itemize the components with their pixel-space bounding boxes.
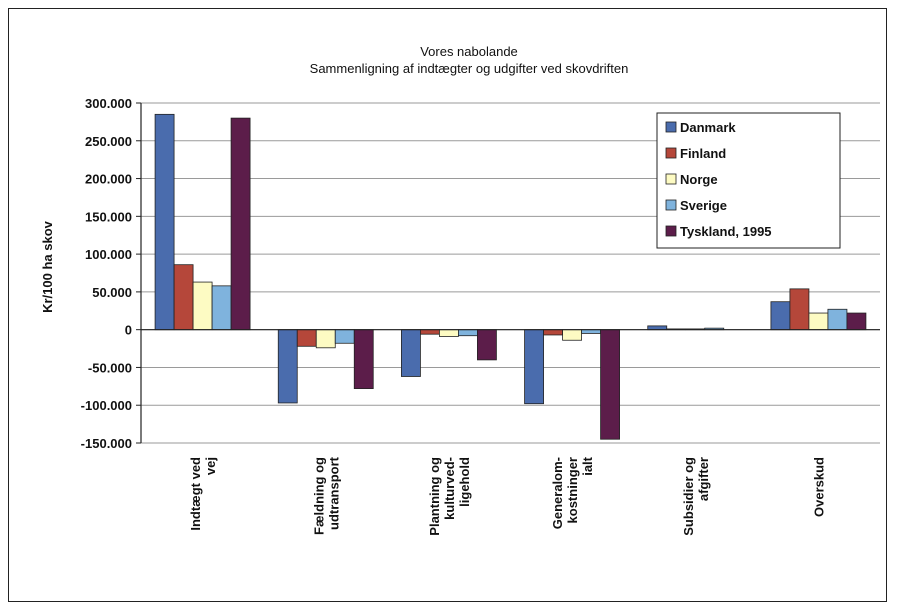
bar-norge [808, 312, 829, 331]
legend-label: Norge [680, 172, 718, 187]
y-tick-label: 300.000 [85, 96, 132, 111]
category-label-line: Plantning og [427, 457, 442, 536]
category-label: Subsidier og afgifter [681, 457, 711, 536]
chart-subtitle: Sammenligning af indtægter og udgifter v… [310, 61, 629, 76]
category-label: Generalom-kostninger ialt [550, 456, 595, 529]
y-tick-label: 150.000 [85, 209, 132, 224]
category-label-line: afgifter [696, 457, 711, 501]
axes [136, 102, 880, 444]
y-tick-label: 100.000 [85, 247, 132, 262]
legend: Danmark Finland Norge Sverige Tyskland, 1995 [656, 112, 841, 249]
legend-box [656, 112, 841, 249]
y-tick-label: 0 [125, 323, 132, 338]
bar-finland [543, 329, 563, 336]
legend-label: Danmark [680, 120, 736, 135]
y-tick-label: -50.000 [88, 360, 132, 375]
bar-sverige [211, 285, 232, 331]
category-label-line: ialt [580, 456, 595, 475]
y-tick-label: -100.000 [81, 398, 132, 413]
category-labels: Indtægt ved vej Fældning og udtransport Plan… [188, 456, 826, 535]
legend-swatch [665, 121, 677, 133]
bar-norge [439, 329, 459, 337]
category-label-line: Generalom- [550, 457, 565, 529]
category-label-line: Overskud [811, 457, 826, 517]
category-label-line: Indtægt ved [188, 457, 203, 531]
bar-finland [789, 288, 810, 331]
bar-tyskland-1995 [353, 329, 374, 389]
chart-frame [8, 8, 887, 602]
bar-sverige [458, 329, 478, 337]
bar-sverige [334, 329, 355, 344]
bar-danmark [524, 329, 544, 405]
bar-sverige [827, 308, 848, 331]
category-label-line: kostninger [565, 457, 580, 523]
legend-swatch [665, 173, 677, 185]
category-label-line: vej [203, 457, 218, 475]
legend-label: Tyskland, 1995 [680, 224, 772, 239]
legend-swatch [665, 147, 677, 159]
bar-finland [296, 329, 317, 347]
category-label: Indtægt ved vej [188, 457, 218, 531]
y-tick-label: 50.000 [92, 285, 132, 300]
category-label-line: ligehold [457, 457, 472, 507]
category-label: Fældning og udtransport [311, 456, 341, 535]
chart-title: Vores nabolande [420, 44, 518, 59]
y-tick-label: 250.000 [85, 134, 132, 149]
y-tick-label: -150.000 [81, 436, 132, 451]
legend-swatch [665, 225, 677, 237]
bar-danmark [154, 113, 175, 331]
legend-label: Sverige [680, 198, 727, 213]
bar-danmark [277, 329, 298, 404]
bar-tyskland-1995 [230, 117, 251, 331]
category-label-line: udtransport [326, 456, 341, 530]
category-label: Overskud [811, 457, 826, 517]
category-label-line: Fældning og [311, 457, 326, 535]
legend-swatch [665, 199, 677, 211]
y-tick-labels: 300.000 250.000 200.000 150.000 100.000 50.00… [81, 96, 132, 451]
bar-finland [173, 264, 194, 331]
category-label-line: Subsidier og [681, 457, 696, 536]
bar-tyskland-1995 [600, 329, 620, 440]
bar-norge [192, 281, 213, 331]
bar-norge [315, 329, 336, 349]
bar-norge [562, 329, 582, 341]
y-axis-label: Kr/100 ha skov [40, 220, 55, 313]
bar-danmark [401, 329, 421, 377]
bar-danmark [770, 301, 791, 331]
legend-label: Finland [680, 146, 726, 161]
category-label-line: kulturved- [442, 457, 457, 520]
y-tick-label: 200.000 [85, 172, 132, 187]
bar-tyskland-1995 [846, 312, 867, 331]
category-label: Plantning og kulturved-ligehold [427, 457, 472, 536]
bars [154, 113, 867, 440]
bar-finland [420, 329, 440, 335]
bar-tyskland-1995 [477, 329, 497, 361]
